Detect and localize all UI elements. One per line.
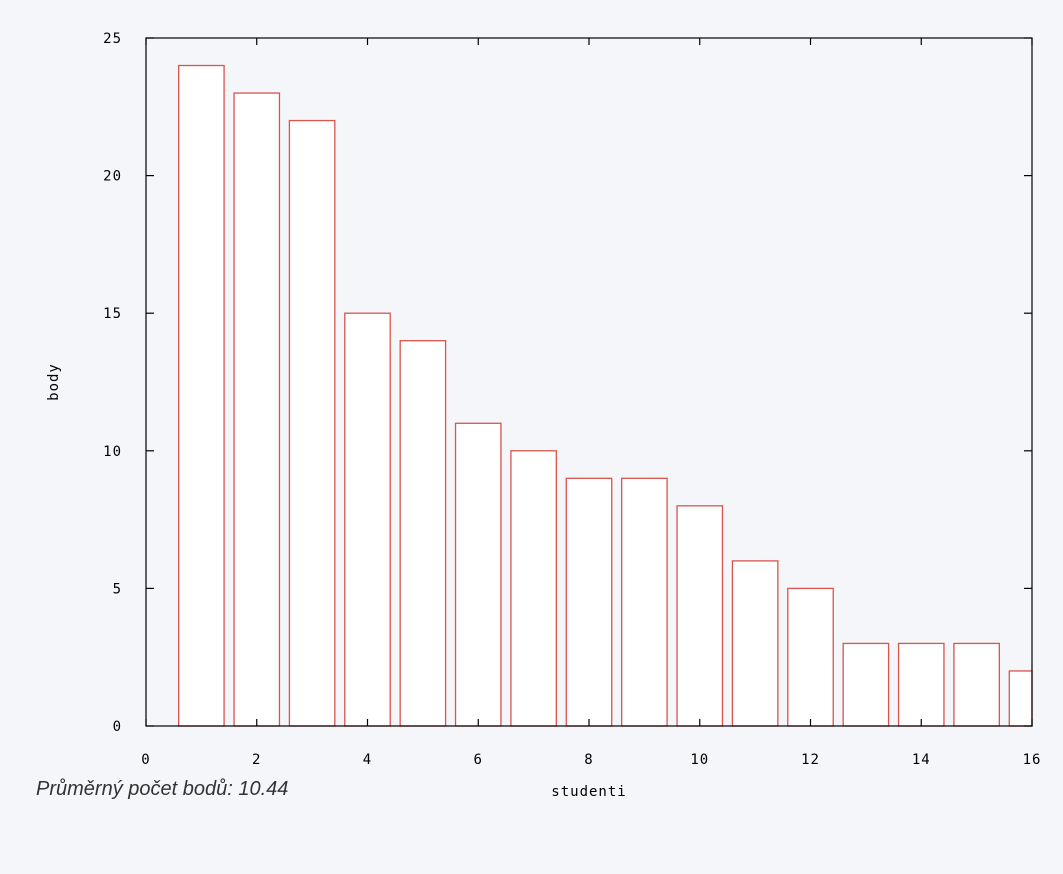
bar-student-16 [1008,670,1033,727]
y-tick-label: 10 [103,444,122,460]
average-points-note: Průměrný počet bodů: 10.44 [36,778,289,800]
x-tick-label: 14 [912,752,931,768]
bar-student-10 [676,505,724,727]
bar-student-12 [787,587,834,727]
y-tick-label: 20 [103,169,122,185]
y-tick-label: 25 [103,31,122,47]
bars-layer [178,64,1033,727]
x-tick-label: 6 [474,752,483,768]
x-tick-label: 8 [584,752,593,768]
bar-student-8 [565,477,613,727]
bar-student-14 [897,642,945,727]
bar-student-15 [953,642,1000,727]
bar-student-7 [510,450,557,727]
bar-student-5 [399,340,447,727]
axes-layer [145,37,1033,727]
y-axis-label: body [46,363,62,401]
y-tick-label: 0 [113,719,122,735]
bar-student-13 [842,642,890,727]
labels-layer: 0 2 4 6 8 10 12 14 16 0 5 10 15 20 25 studenti body [46,31,1042,800]
bar-student-3 [288,119,336,727]
x-tick-label: 10 [690,752,709,768]
x-tick-label: 0 [141,752,150,768]
bar-student-11 [731,560,779,727]
y-tick-label: 5 [113,581,122,597]
y-tick-label: 15 [103,306,122,322]
bar-student-6 [454,422,502,727]
bar-student-4 [344,312,391,727]
x-tick-label: 4 [363,752,372,768]
bar-student-2 [233,92,281,727]
x-tick-label: 12 [801,752,820,768]
bar-student-1 [178,64,225,727]
x-tick-label: 16 [1023,752,1042,768]
x-tick-label: 2 [252,752,261,768]
x-axis-label: studenti [551,784,626,800]
bar-student-9 [621,477,668,727]
